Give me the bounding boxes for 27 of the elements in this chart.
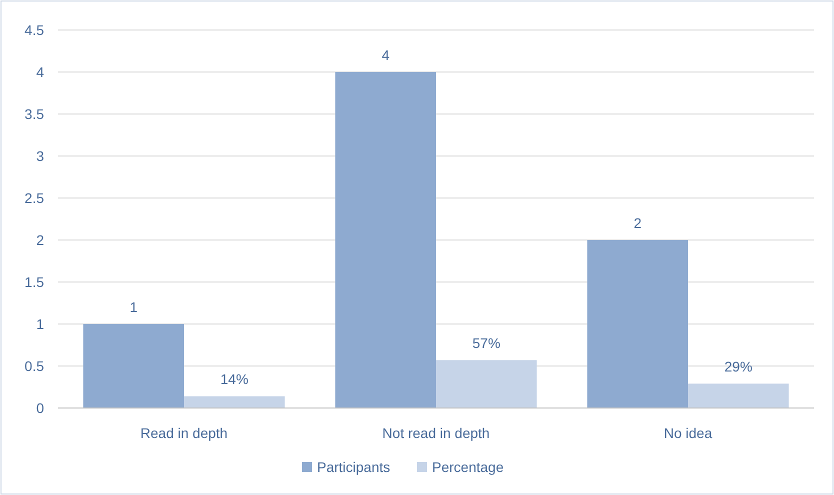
bar xyxy=(587,240,688,408)
y-tick-label: 3.5 xyxy=(24,106,44,122)
legend-label: Participants xyxy=(317,458,390,475)
y-tick-label: 2.5 xyxy=(24,190,44,206)
x-tick-label: Not read in depth xyxy=(382,425,490,441)
y-tick-label: 0 xyxy=(36,400,44,416)
data-label: 29% xyxy=(724,358,752,375)
x-tick-label: No idea xyxy=(664,425,712,441)
y-tick-label: 4.5 xyxy=(24,22,44,38)
data-label: 4 xyxy=(382,47,390,63)
y-tick-label: 3 xyxy=(36,148,44,164)
data-label: 57% xyxy=(472,335,500,352)
data-label: 1 xyxy=(130,299,138,315)
legend-label: Percentage xyxy=(432,458,504,475)
bar xyxy=(436,360,537,408)
data-label: 14% xyxy=(220,371,248,388)
bar xyxy=(83,324,184,408)
y-tick-label: 1 xyxy=(36,316,44,332)
x-tick-label: Read in depth xyxy=(140,425,228,441)
data-label: 2 xyxy=(634,215,642,231)
bar xyxy=(335,72,436,408)
y-tick-label: 1.5 xyxy=(24,274,44,290)
y-tick-label: 0.5 xyxy=(24,358,44,374)
bar xyxy=(184,396,285,408)
y-tick-label: 4 xyxy=(36,64,44,80)
y-tick-label: 2 xyxy=(36,232,44,248)
bar xyxy=(688,384,789,408)
